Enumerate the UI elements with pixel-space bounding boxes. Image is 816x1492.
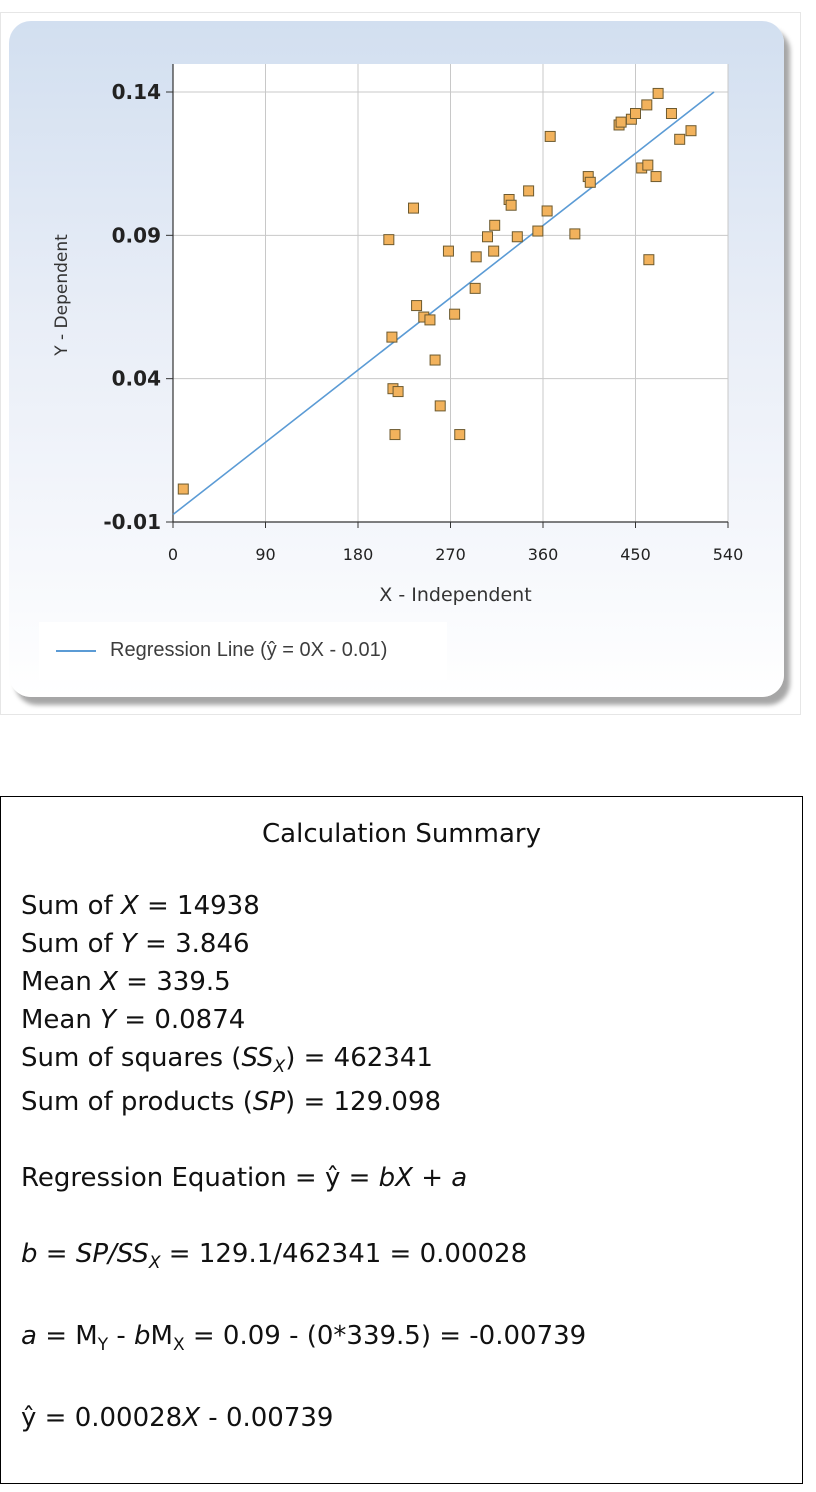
data-point — [470, 251, 482, 263]
data-point — [674, 133, 686, 145]
regression-line — [172, 91, 715, 516]
y-axis-label: Y - Dependent — [52, 234, 72, 357]
calculation-summary: Calculation Summary Sum of X = 14938 Sum… — [0, 796, 803, 1484]
data-point — [523, 185, 535, 197]
chart-legend: Regression Line (ŷ = 0X - 0.01) — [39, 622, 447, 680]
x-axis-label: X - Independent — [379, 584, 531, 606]
data-point — [389, 429, 401, 441]
y-tick-label: 0.14 — [112, 80, 161, 104]
data-point — [685, 125, 697, 137]
sum-y-line: Sum of Y = 3.846 — [21, 929, 250, 959]
final-equation-line: ŷ = 0.00028X - 0.00739 — [21, 1403, 334, 1433]
data-point — [469, 282, 481, 294]
data-point — [482, 231, 493, 243]
y-tick-label: -0.01 — [103, 510, 161, 534]
x-tick-label: 540 — [713, 545, 744, 564]
data-point — [489, 219, 501, 231]
y-tick-label: 0.09 — [112, 223, 161, 247]
slope-line: b = SP/SSX = 129.1/462341 = 0.00028 — [21, 1239, 528, 1273]
data-point — [630, 108, 641, 119]
data-point — [488, 245, 500, 257]
data-point — [434, 400, 446, 412]
x-tick-label: 180 — [343, 545, 374, 564]
chart-frame: 0 90 180 270 360 450 540 0.14 0.09 0.04 -0.01 X - I… — [0, 12, 801, 715]
data-point — [383, 234, 395, 246]
data-point — [505, 199, 517, 211]
data-point — [424, 314, 436, 326]
sum-of-products-line: Sum of products (SP) = 129.098 — [21, 1087, 442, 1117]
data-point — [541, 205, 553, 217]
data-point — [615, 116, 627, 128]
sum-x-line: Sum of X = 14938 — [21, 891, 260, 921]
data-point — [532, 225, 544, 237]
mean-x-line: Mean X = 339.5 — [21, 967, 231, 997]
data-point — [454, 429, 466, 441]
data-point — [652, 87, 664, 99]
x-tick-label: 450 — [620, 545, 651, 564]
data-point — [544, 130, 556, 142]
legend-line-swatch — [56, 650, 96, 652]
data-point — [643, 254, 655, 266]
data-point — [569, 228, 581, 240]
data-point — [665, 108, 677, 119]
data-point — [392, 386, 404, 398]
legend-label: Regression Line (ŷ = 0X - 0.01) — [110, 639, 388, 661]
regression-equation-line: Regression Equation = ŷ = bX + a — [21, 1163, 468, 1193]
mean-y-line: Mean Y = 0.0874 — [21, 1005, 246, 1035]
data-point — [411, 300, 423, 312]
data-point — [408, 202, 419, 214]
data-point — [641, 99, 653, 111]
intercept-line: a = MY - bMX = 0.09 - (0*339.5) = -0.007… — [21, 1321, 587, 1355]
x-tick-label: 0 — [168, 545, 178, 564]
y-tick-label: 0.04 — [112, 367, 161, 391]
data-point — [177, 483, 189, 495]
data-point — [449, 308, 461, 320]
x-tick-label: 360 — [528, 545, 559, 564]
data-point — [584, 176, 596, 188]
data-point — [386, 331, 398, 343]
x-tick-label: 90 — [255, 545, 275, 564]
scatter-chart: 0 90 180 270 360 450 540 0.14 0.09 0.04 -0.01 X - I… — [52, 64, 744, 606]
data-point — [511, 231, 523, 243]
x-tick-label: 270 — [435, 545, 466, 564]
sum-of-squares-line: Sum of squares (SSX) = 462341 — [21, 1043, 433, 1077]
data-point — [650, 171, 662, 183]
data-point — [642, 159, 654, 171]
summary-title: Calculation Summary — [262, 819, 541, 849]
data-point — [429, 354, 441, 366]
data-point — [442, 245, 454, 257]
